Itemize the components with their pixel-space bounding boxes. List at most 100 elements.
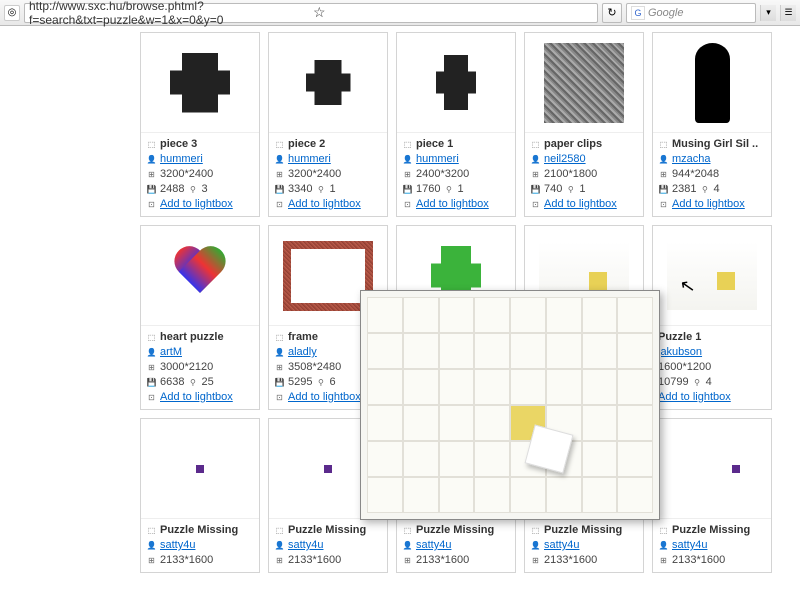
author-link[interactable]: satty4u [416,538,451,553]
toolbar-icon-2[interactable]: ☰ [780,5,796,21]
dims-icon: ⊞ [146,169,157,180]
item-title: heart puzzle [160,330,224,345]
result-card[interactable]: ⬚piece 2 👤hummeri ⊞3200*2400 💾3340 ⚲1 ⊡A… [268,32,388,217]
item-title: Puzzle Missing [288,523,366,538]
thumbnail[interactable] [141,226,259,326]
dimensions: 3200*2400 [288,167,341,182]
dimensions: 2133*1600 [672,553,725,568]
user-icon: 👤 [658,154,669,165]
result-card[interactable]: ⬚piece 1 👤hummeri ⊞2400*3200 💾1760 ⚲1 ⊡A… [396,32,516,217]
save-icon: 💾 [274,377,285,388]
item-title: paper clips [544,137,602,152]
dims-icon: ⊞ [274,555,285,566]
author-link[interactable]: hummeri [288,152,331,167]
views-count: 10799 [658,375,689,390]
dimensions: 2133*1600 [544,553,597,568]
dl-icon: ⚲ [315,377,326,388]
user-icon: 👤 [658,540,669,551]
add-to-lightbox-link[interactable]: Add to lightbox [672,197,745,212]
author-link[interactable]: hummeri [160,152,203,167]
add-to-lightbox-link[interactable]: Add to lightbox [416,197,489,212]
author-link[interactable]: neil2580 [544,152,586,167]
result-card[interactable]: Puzzle 1 jakubson 1600*1200 10799 ⚲4 Add… [652,225,772,410]
tag-icon: ⬚ [274,525,285,536]
author-link[interactable]: satty4u [672,538,707,553]
result-card[interactable]: ⬚paper clips 👤neil2580 ⊞2100*1800 💾740 ⚲… [524,32,644,217]
user-icon: 👤 [146,347,157,358]
views-count: 1760 [416,182,440,197]
dimensions: 2100*1800 [544,167,597,182]
thumbnail[interactable] [653,419,771,519]
author-link[interactable]: satty4u [160,538,195,553]
add-to-lightbox-link[interactable]: Add to lightbox [288,197,361,212]
item-title: Puzzle Missing [160,523,238,538]
item-title: Puzzle Missing [416,523,494,538]
toolbar-icon-1[interactable]: ▾ [760,5,776,21]
dl-icon: ⚲ [187,377,198,388]
downloads: 6 [329,375,335,390]
dimensions: 3200*2400 [160,167,213,182]
item-title: Musing Girl Sil .. [672,137,758,152]
dimensions: 2133*1600 [288,553,341,568]
preview-puzzle-grid [367,297,653,513]
downloads: 25 [201,375,213,390]
dims-icon: ⊞ [274,169,285,180]
result-card[interactable]: ⬚heart puzzle 👤artM ⊞3000*2120 💾6638 ⚲25… [140,225,260,410]
author-link[interactable]: artM [160,345,182,360]
author-link[interactable]: mzacha [672,152,711,167]
url-input[interactable]: http://www.sxc.hu/browse.phtml?f=search&… [24,3,598,23]
thumbnail[interactable] [269,33,387,133]
tag-icon: ⬚ [530,139,541,150]
tag-icon: ⬚ [146,139,157,150]
dimensions: 1600*1200 [658,360,711,375]
user-icon: 👤 [146,154,157,165]
reload-button[interactable]: ↻ [602,3,622,23]
tag-icon: ⬚ [658,139,669,150]
dimensions: 3508*2480 [288,360,341,375]
result-card[interactable]: ⬚Puzzle Missing 👤satty4u ⊞2133*1600 [652,418,772,573]
thumbnail[interactable] [141,33,259,133]
item-title: piece 1 [416,137,453,152]
dl-icon: ⚲ [315,184,326,195]
thumbnail[interactable] [653,33,771,133]
add-to-lightbox-link[interactable]: Add to lightbox [160,197,233,212]
result-card[interactable]: ⬚Musing Girl Sil .. 👤mzacha ⊞944*2048 💾2… [652,32,772,217]
add-to-lightbox-link[interactable]: Add to lightbox [544,197,617,212]
result-card[interactable]: ⬚Puzzle Missing 👤satty4u ⊞2133*1600 [140,418,260,573]
dims-icon: ⊞ [146,555,157,566]
site-icon: ◎ [4,5,20,21]
dimensions: 3000*2120 [160,360,213,375]
dims-icon: ⊞ [658,555,669,566]
lightbox-icon: ⊡ [530,199,541,210]
author-link[interactable]: satty4u [544,538,579,553]
save-icon: 💾 [146,184,157,195]
thumbnail[interactable] [141,419,259,519]
bookmark-icon[interactable]: ☆ [313,4,593,21]
dims-icon: ⊞ [146,362,157,373]
save-icon: 💾 [402,184,413,195]
dimensions: 944*2048 [672,167,719,182]
author-link[interactable]: hummeri [416,152,459,167]
lightbox-icon: ⊡ [146,199,157,210]
result-card[interactable]: ⬚piece 3 👤hummeri ⊞3200*2400 💾2488 ⚲3 ⊡A… [140,32,260,217]
dims-icon: ⊞ [530,169,541,180]
dimensions: 2133*1600 [160,553,213,568]
views-count: 2488 [160,182,184,197]
tag-icon: ⬚ [274,139,285,150]
search-box[interactable]: G Google [626,3,756,23]
add-to-lightbox-link[interactable]: Add to lightbox [288,390,361,405]
author-link[interactable]: jakubson [658,345,702,360]
author-link[interactable]: satty4u [288,538,323,553]
dimensions: 2400*3200 [416,167,469,182]
tag-icon: ⬚ [146,332,157,343]
hover-preview [360,290,660,520]
views-count: 3340 [288,182,312,197]
add-to-lightbox-link[interactable]: Add to lightbox [160,390,233,405]
downloads: 4 [713,182,719,197]
thumbnail[interactable] [397,33,515,133]
user-icon: 👤 [530,154,541,165]
thumbnail[interactable] [525,33,643,133]
add-to-lightbox-link[interactable]: Add to lightbox [658,390,731,405]
author-link[interactable]: aladly [288,345,317,360]
thumbnail[interactable] [653,226,771,326]
